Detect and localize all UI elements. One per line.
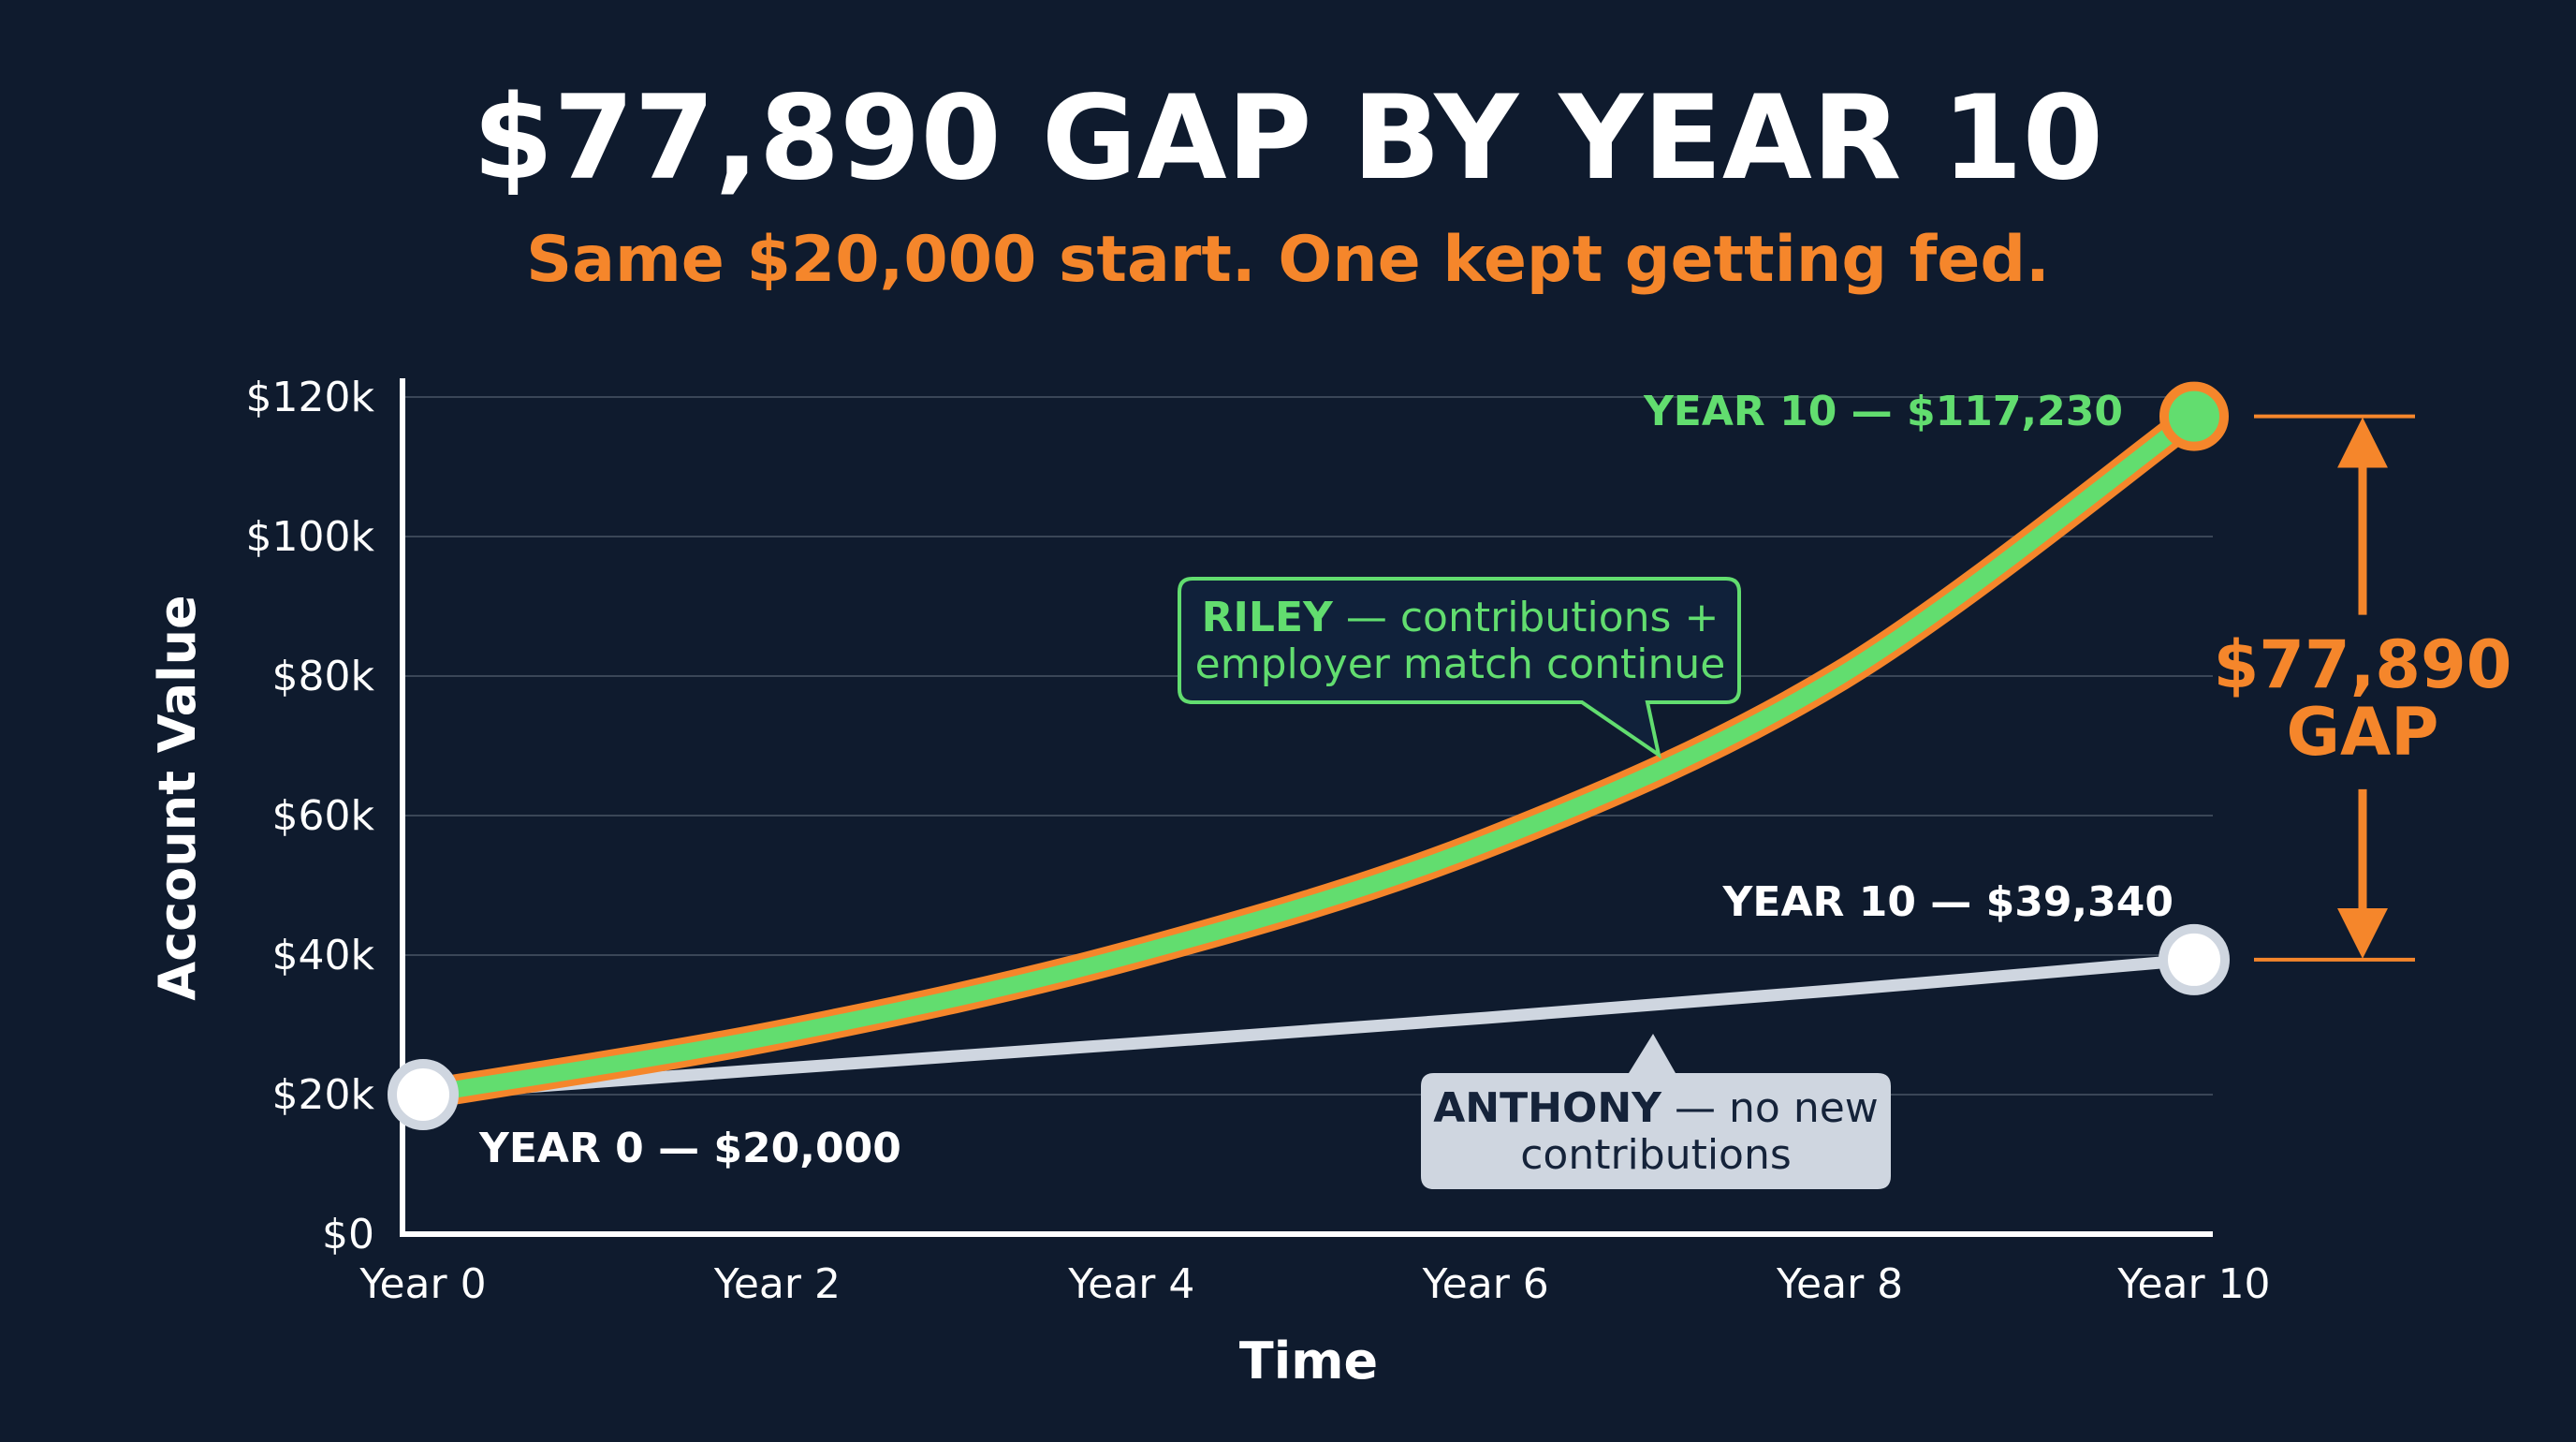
x-tick-labels: Year 0 Year 2 Year 4 Year 6 Year 8 Year 10 [359, 1260, 2270, 1308]
anthony-end-label: YEAR 10 — $39,340 [1722, 878, 2174, 926]
anthony-callout-rest: — no new [1661, 1084, 1879, 1132]
riley-callout: RILEY — contributions + employer match c… [1178, 577, 1741, 759]
riley-end-label: YEAR 10 — $117,230 [1643, 388, 2123, 435]
x-tick-label-0: Year 0 [359, 1260, 486, 1308]
y-axis-title: Account Value [148, 595, 207, 1000]
gap-bracket: $77,890 GAP [2214, 414, 2512, 962]
x-tick-label-3: Year 6 [1422, 1260, 1549, 1308]
y-tick-label-2: $40k [272, 932, 375, 979]
y-tick-label-0: $0 [322, 1211, 374, 1258]
series-line-riley [415, 407, 2203, 1103]
x-tick-label-2: Year 4 [1067, 1260, 1194, 1308]
anthony-callout-name: ANTHONY [1433, 1084, 1662, 1132]
chart-subtitle: Same $20,000 start. One kept getting fed… [526, 223, 2050, 297]
y-tick-label-5: $100k [246, 513, 375, 561]
y-tick-labels: $0 $20k $40k $60k $80k $100k $120k [246, 374, 375, 1258]
x-tick-label-1: Year 2 [713, 1260, 841, 1308]
series-outline-riley [408, 401, 2209, 1110]
data-point-anthony-year10 [2159, 923, 2230, 995]
gap-word-label: GAP [2287, 694, 2439, 771]
riley-callout-line1: RILEY — contributions + [1202, 594, 1720, 641]
anthony-callout: ANTHONY — no new contributions [1421, 1034, 1891, 1189]
anthony-callout-bubble [1421, 1034, 1891, 1189]
x-axis-title: Time [1239, 1332, 1378, 1390]
y-tick-label-3: $60k [272, 792, 375, 840]
anthony-callout-line1: ANTHONY — no new [1433, 1084, 1879, 1132]
riley-callout-bubble [1178, 577, 1741, 759]
start-label: YEAR 0 — $20,000 [478, 1125, 901, 1172]
y-tick-label-6: $120k [246, 374, 375, 421]
x-tick-label-4: Year 8 [1776, 1260, 1903, 1308]
gap-value-label: $77,890 [2214, 626, 2512, 703]
grid-layer [402, 396, 2213, 1096]
data-point-year0-start [388, 1059, 459, 1130]
riley-callout-rest: — contributions + [1333, 594, 1719, 641]
anthony-callout-line2: contributions [1520, 1131, 1792, 1179]
riley-callout-line2: employer match continue [1195, 640, 1726, 688]
y-tick-label-4: $80k [272, 653, 375, 700]
chart-title: $77,890 GAP BY YEAR 10 [473, 71, 2103, 206]
y-tick-label-1: $20k [272, 1071, 375, 1119]
series-line-anthony [417, 953, 2201, 1101]
x-tick-label-5: Year 10 [2116, 1260, 2270, 1308]
data-point-riley-year10 [2159, 381, 2229, 451]
riley-callout-name: RILEY [1202, 594, 1334, 641]
